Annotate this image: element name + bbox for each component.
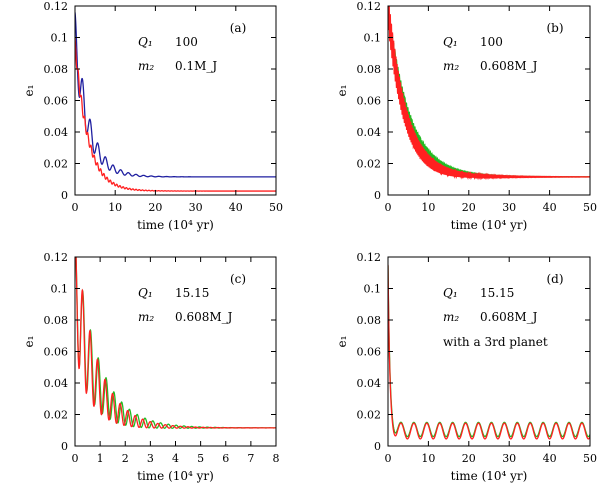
x-axis-label: time (10⁴ yr)	[137, 469, 214, 483]
annotation-value: 0.1M_J	[175, 59, 217, 73]
x-tick-label: 10	[421, 452, 435, 465]
x-tick-label: 8	[273, 452, 280, 465]
x-tick-label: 10	[421, 201, 435, 214]
x-tick-label: 2	[122, 452, 129, 465]
x-tick-label: 20	[462, 201, 476, 214]
annotation-label: m₂	[138, 59, 154, 73]
y-tick-label: 0.12	[44, 251, 69, 264]
x-tick-label: 50	[583, 201, 597, 214]
y-tick-label: 0.04	[44, 126, 69, 139]
x-axis-label: time (10⁴ yr)	[137, 218, 214, 232]
x-tick-label: 50	[269, 201, 283, 214]
y-axis-label: e₁	[22, 336, 36, 348]
x-tick-label: 10	[108, 201, 122, 214]
x-tick-label: 0	[385, 201, 392, 214]
y-tick-label: 0.02	[357, 158, 382, 171]
x-tick-label: 0	[72, 201, 79, 214]
annotation-value: 15.15	[480, 286, 514, 300]
y-tick-label: 0.04	[44, 377, 69, 390]
series-line-red	[388, 6, 590, 181]
annotation-label: Q₁	[138, 286, 153, 300]
y-tick-label: 0.1	[51, 283, 69, 296]
annotation-label: Q₁	[443, 286, 458, 300]
y-tick-label: 0.06	[44, 95, 69, 108]
y-axis-label: e₁	[22, 85, 36, 97]
annotation-value: 100	[480, 35, 503, 49]
annotation-value: 0.608M_J	[175, 310, 233, 324]
annotation-note: with a 3rd planet	[443, 335, 548, 349]
y-tick-label: 0	[374, 189, 381, 202]
x-tick-label: 20	[462, 452, 476, 465]
y-tick-label: 0.12	[44, 0, 69, 13]
annotation-label: m₂	[138, 310, 154, 324]
y-tick-label: 0	[61, 440, 68, 453]
annotation-label: m₂	[443, 310, 459, 324]
annotation-label: Q₁	[443, 35, 458, 49]
y-tick-label: 0.02	[44, 409, 69, 422]
chart-panel-3: 0 10 20 30 40 50 0 0.02 0.04 0.06 0.08 0.1 0.12 time …	[335, 251, 597, 483]
x-tick-label: 1	[97, 452, 104, 465]
y-tick-label: 0.1	[364, 32, 382, 45]
y-axis-label: e₁	[335, 85, 349, 97]
x-tick-label: 3	[147, 452, 154, 465]
x-axis-label: time (10⁴ yr)	[451, 469, 528, 483]
x-tick-label: 0	[72, 452, 79, 465]
y-tick-label: 0.12	[357, 251, 382, 264]
y-tick-label: 0	[61, 189, 68, 202]
y-tick-label: 0.04	[357, 126, 382, 139]
y-tick-label: 0.02	[44, 158, 69, 171]
x-tick-label: 6	[222, 452, 229, 465]
y-tick-label: 0.08	[44, 63, 69, 76]
y-tick-label: 0.08	[44, 314, 69, 327]
chart-panel-0: 0 10 20 30 40 50 0 0.02 0.04 0.06 0.08 0.1 0.12 time …	[22, 0, 283, 232]
y-tick-label: 0.08	[357, 63, 382, 76]
y-tick-label: 0.02	[357, 409, 382, 422]
series-line-blue	[75, 12, 276, 178]
panel-label: (a)	[230, 21, 247, 35]
x-tick-label: 5	[197, 452, 204, 465]
annotation-label: Q₁	[138, 35, 153, 49]
y-tick-label: 0.1	[364, 283, 382, 296]
x-tick-label: 0	[385, 452, 392, 465]
panel-label: (c)	[230, 272, 246, 286]
y-axis-label: e₁	[335, 336, 349, 348]
annotation-label: m₂	[443, 59, 459, 73]
annotation-value: 100	[175, 35, 198, 49]
y-tick-label: 0.12	[357, 0, 382, 13]
x-tick-label: 30	[502, 201, 516, 214]
annotation-value: 0.608M_J	[480, 59, 538, 73]
x-tick-label: 4	[172, 452, 179, 465]
y-tick-label: 0.06	[357, 346, 382, 359]
y-tick-label: 0.06	[44, 346, 69, 359]
x-tick-label: 50	[583, 452, 597, 465]
y-tick-label: 0.04	[357, 377, 382, 390]
y-tick-label: 0.06	[357, 95, 382, 108]
chart-panel-2: 0 1 2 3 4 5 6 7 8 0 0.02 0.04 0.06 0.08 0.1 0.12 time (1…	[22, 251, 280, 483]
y-tick-label: 0.1	[51, 32, 69, 45]
x-tick-label: 30	[189, 201, 203, 214]
x-tick-label: 20	[148, 201, 162, 214]
x-axis-label: time (10⁴ yr)	[451, 218, 528, 232]
series-line-red	[75, 257, 276, 429]
series-line-green	[75, 257, 276, 429]
annotation-value: 15.15	[175, 286, 209, 300]
panel-label: (d)	[546, 272, 563, 286]
y-tick-label: 0	[374, 440, 381, 453]
chart-panel-1: 0 10 20 30 40 50 0 0.02 0.04 0.06 0.08 0.1 0.12 time …	[335, 0, 597, 232]
series-line-red	[388, 264, 590, 440]
series-line-red	[75, 37, 276, 192]
panel-label: (b)	[546, 21, 563, 35]
x-tick-label: 40	[229, 201, 243, 214]
x-tick-label: 7	[247, 452, 254, 465]
x-tick-label: 30	[502, 452, 516, 465]
y-tick-label: 0.08	[357, 314, 382, 327]
x-tick-label: 40	[543, 452, 557, 465]
annotation-value: 0.608M_J	[480, 310, 538, 324]
x-tick-label: 40	[543, 201, 557, 214]
